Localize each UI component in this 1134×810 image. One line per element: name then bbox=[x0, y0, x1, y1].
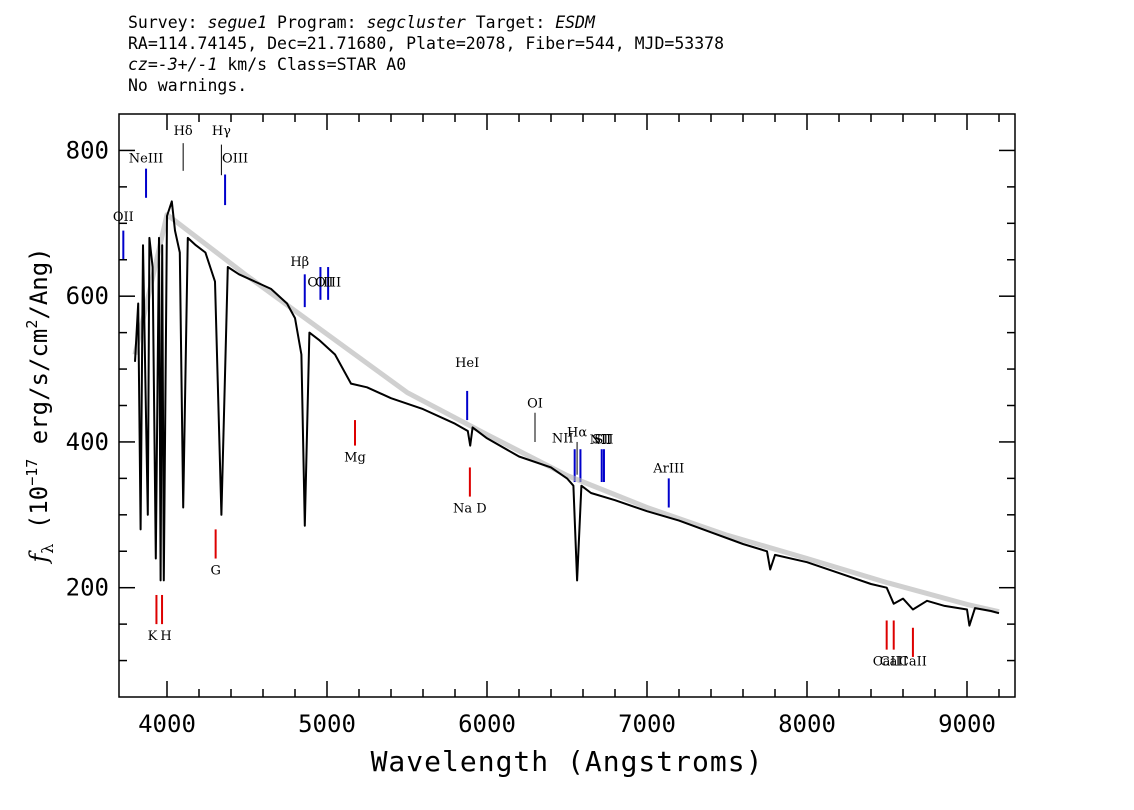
y-tick-label-1: 400 bbox=[66, 428, 109, 456]
x-tick-label-0: 4000 bbox=[138, 710, 196, 738]
line-label-7: OIII bbox=[315, 276, 341, 291]
line-label-1: NeIII bbox=[129, 152, 163, 167]
line-label-15: SII bbox=[592, 432, 611, 447]
y-tick-label-2: 600 bbox=[66, 282, 109, 310]
spectrum-series bbox=[132, 200, 1000, 627]
line-label-19: H bbox=[160, 629, 171, 644]
axis-tick-labels: 4000 5000 6000 7000 8000 9000 200 400 600 800 bbox=[66, 136, 996, 738]
axis-ticks bbox=[119, 114, 1015, 697]
x-axis-label: Wavelength (Angstroms) bbox=[371, 745, 764, 778]
line-label-9: HeI bbox=[455, 356, 479, 371]
x-tick-label-5: 9000 bbox=[938, 710, 996, 738]
y-label-unit-pre: (10 bbox=[25, 486, 53, 544]
y-tick-label-0: 200 bbox=[66, 574, 109, 602]
header-line-1-segment-2: Program: bbox=[267, 13, 367, 32]
plot-frame bbox=[118, 113, 1016, 698]
line-label-6: OIII bbox=[307, 276, 333, 291]
header-line-2: RA=114.74145, Dec=21.71680, Plate=2078, … bbox=[128, 34, 725, 53]
series-line-1 bbox=[132, 212, 1000, 615]
line-label-18: K bbox=[148, 629, 158, 644]
y-label-lambda: λ bbox=[38, 544, 57, 554]
header-line-1-segment-4: Target: bbox=[465, 13, 556, 32]
line-label-5: Hβ bbox=[290, 255, 309, 270]
y-label-exp1: −17 bbox=[23, 459, 41, 486]
line-label-10: Na D bbox=[453, 502, 487, 517]
x-tick-label-3: 7000 bbox=[618, 710, 676, 738]
line-label-11: OI bbox=[527, 397, 543, 412]
line-label-17: ArIII bbox=[652, 461, 684, 476]
plot-header: Survey: segue1 Program: segcluster Targe… bbox=[128, 12, 724, 96]
line-label-3: Hγ bbox=[212, 124, 231, 139]
x-tick-label-1: 5000 bbox=[298, 710, 356, 738]
y-tick-label-3: 800 bbox=[66, 136, 109, 164]
y-label-unit-post: /Ang) bbox=[25, 247, 53, 319]
line-label-21: CaII bbox=[873, 655, 901, 670]
header-line-1: Survey: segue1 Program: segcluster Targe… bbox=[128, 12, 724, 33]
line-label-20: G bbox=[210, 563, 220, 578]
header-line-4: No warnings. bbox=[128, 76, 248, 95]
header-line-3-segment-1: km/s Class=STAR A0 bbox=[217, 55, 407, 74]
line-label-8: Mg bbox=[344, 451, 366, 466]
header-line-1-segment-5: ESDM bbox=[555, 13, 595, 32]
x-tick-label-4: 8000 bbox=[778, 710, 836, 738]
line-label-2: Hδ bbox=[174, 124, 193, 139]
line-label-16: SII bbox=[594, 432, 613, 447]
line-label-0: OII bbox=[113, 210, 134, 225]
header-line-1-segment-0: Survey: bbox=[128, 13, 208, 32]
header-line-1-segment-3: segcluster bbox=[366, 13, 466, 32]
line-label-12: NII bbox=[552, 432, 574, 447]
header-line-1-segment-1: segue1 bbox=[207, 13, 268, 32]
y-label-exp2: 2 bbox=[23, 320, 41, 329]
line-label-23: CaII bbox=[899, 655, 927, 670]
line-label-4: OIII bbox=[222, 152, 248, 167]
line-label-13: Hα bbox=[567, 426, 587, 441]
y-label-unit-mid: erg/s/cm bbox=[25, 329, 53, 459]
x-tick-label-2: 6000 bbox=[458, 710, 516, 738]
line-label-22: CaII bbox=[880, 655, 908, 670]
y-axis-label: fλ (10−17 erg/s/cm2/Ang) bbox=[23, 247, 57, 564]
header-line-3-segment-0: cz=-3+/-1 bbox=[128, 55, 218, 74]
series-line-0 bbox=[134, 200, 1000, 627]
header-line-3: cz=-3+/-1 km/s Class=STAR A0 bbox=[128, 54, 724, 75]
line-label-14: NII bbox=[590, 433, 612, 448]
